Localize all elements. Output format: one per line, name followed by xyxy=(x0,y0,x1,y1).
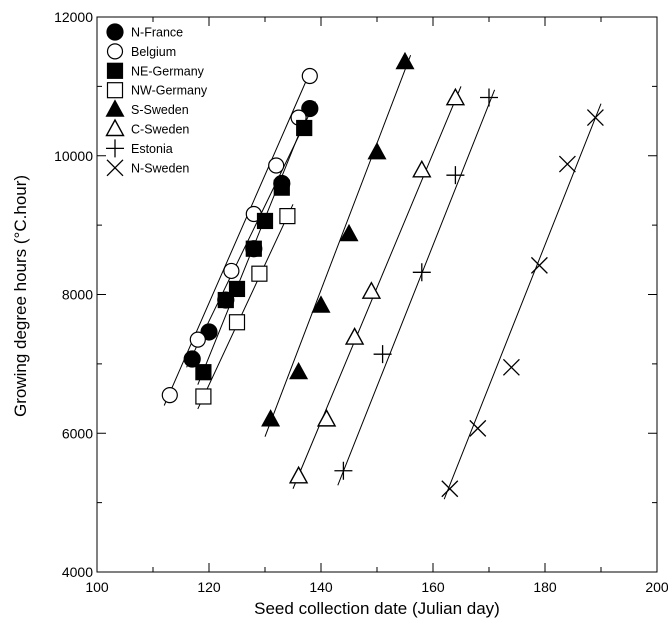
x-tick-label: 100 xyxy=(85,579,109,595)
y-tick-label: 6000 xyxy=(62,425,93,441)
data-point-estonia xyxy=(412,263,431,282)
data-point-ne-germany xyxy=(273,179,290,196)
x-tick-label: 160 xyxy=(421,579,445,595)
data-point-nw-germany xyxy=(251,265,268,282)
data-point-s-sweden xyxy=(261,409,281,427)
fit-line xyxy=(197,204,294,410)
data-point-belgium xyxy=(301,67,318,85)
data-point-s-sweden xyxy=(395,51,415,70)
data-point-n-france xyxy=(183,350,201,368)
data-point-ne-germany xyxy=(228,280,246,298)
data-point-ne-germany xyxy=(296,119,313,137)
fit-line xyxy=(337,89,496,486)
data-point-estonia xyxy=(334,461,353,480)
plot-axes: 100 120 140 160 180 200 4000 6000 8000 10000 12000 xyxy=(54,9,668,595)
data-point-nw-germany xyxy=(279,208,296,225)
data-point-estonia xyxy=(373,345,392,364)
data-point-n-france xyxy=(301,99,319,118)
legend-marker-ne-germany xyxy=(106,62,124,79)
data-point-ne-germany xyxy=(195,364,212,381)
data-point-s-sweden xyxy=(339,223,359,242)
data-points xyxy=(161,51,604,498)
data-point-nw-germany xyxy=(195,388,212,405)
legend-marker-c-sweden xyxy=(105,118,125,137)
data-point-belgium xyxy=(268,157,285,174)
data-point-belgium xyxy=(189,331,206,348)
fit-line xyxy=(163,72,311,406)
y-axis-label: Growing degree hours (°C.hour) xyxy=(11,175,30,417)
data-point-n-sweden xyxy=(530,256,548,274)
legend-label-belgium: Belgium xyxy=(131,45,176,59)
legend-label-nw-germany: NW-Germany xyxy=(131,84,208,98)
data-point-estonia xyxy=(480,88,498,107)
data-point-n-sweden xyxy=(586,109,604,127)
data-point-c-sweden xyxy=(412,159,432,178)
x-axis-label: Seed collection date (Julian day) xyxy=(254,599,500,618)
data-point-estonia xyxy=(446,166,465,185)
x-tick-label: 120 xyxy=(197,579,221,595)
data-point-n-sweden xyxy=(502,358,520,376)
data-point-belgium xyxy=(161,386,178,404)
legend-label-ne-germany: NE-Germany xyxy=(131,64,205,78)
x-tick-label: 180 xyxy=(533,579,557,595)
data-point-c-sweden xyxy=(361,281,382,299)
legend-label-estonia: Estonia xyxy=(131,142,173,156)
legend-marker-nw-germany xyxy=(106,82,124,99)
legend: N-France Belgium NE-Germany NW-Germany S-Swe… xyxy=(105,23,208,177)
x-tick-label: 140 xyxy=(309,579,333,595)
y-tick-label: 4000 xyxy=(62,564,93,580)
legend-label-s-sweden: S-Sweden xyxy=(131,103,189,117)
data-point-s-sweden xyxy=(311,295,331,313)
data-point-nw-germany xyxy=(228,314,246,331)
fit-line xyxy=(264,54,412,437)
legend-marker-n-sweden xyxy=(106,159,124,177)
data-point-s-sweden xyxy=(289,361,309,380)
data-point-c-sweden xyxy=(445,87,466,106)
fit-line xyxy=(443,103,602,500)
data-point-c-sweden xyxy=(344,327,365,345)
data-point-ne-germany xyxy=(245,240,262,257)
data-point-n-sweden xyxy=(441,480,459,498)
y-tick-label: 8000 xyxy=(62,287,93,303)
data-point-belgium xyxy=(223,262,240,280)
data-point-n-sweden xyxy=(558,155,576,173)
y-tick-label: 10000 xyxy=(54,148,93,164)
data-point-c-sweden xyxy=(316,408,337,427)
legend-marker-s-sweden xyxy=(105,99,125,117)
data-point-s-sweden xyxy=(367,142,387,160)
data-point-ne-germany xyxy=(256,212,274,230)
x-tick-label: 200 xyxy=(645,579,668,595)
y-tick-label: 12000 xyxy=(54,9,93,25)
legend-marker-estonia xyxy=(106,139,124,158)
data-point-c-sweden xyxy=(288,465,309,484)
legend-marker-belgium xyxy=(106,43,124,60)
legend-label-c-sweden: C-Sweden xyxy=(131,123,189,137)
legend-marker-n-france xyxy=(106,23,124,41)
data-point-n-sweden xyxy=(469,419,487,437)
legend-label-n-france: N-France xyxy=(131,26,183,40)
legend-label-n-sweden: N-Sweden xyxy=(131,161,189,175)
